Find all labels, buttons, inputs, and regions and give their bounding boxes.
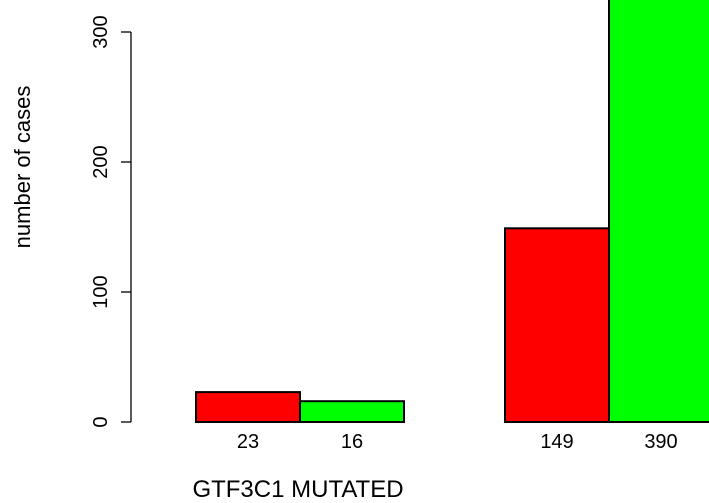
- y-tick-label: 300: [90, 15, 112, 48]
- x-axis-title: GTF3C1 MUTATED: [192, 476, 403, 503]
- bar-value-label: 23: [237, 431, 259, 453]
- y-axis: 0 100 200 300: [90, 15, 132, 428]
- bar: [195, 391, 301, 424]
- bar: [299, 400, 405, 424]
- bar-value-label: 149: [540, 431, 573, 453]
- bar: [504, 227, 610, 423]
- bars: [195, 0, 709, 424]
- y-tick-label: 0: [90, 416, 112, 427]
- y-axis-title: number of cases: [10, 86, 35, 249]
- bar-value-label: 16: [341, 431, 363, 453]
- bar: [608, 0, 709, 423]
- y-tick-label: 100: [90, 275, 112, 308]
- bar-value-label: 390: [644, 431, 677, 453]
- y-tick-label: 200: [90, 145, 112, 178]
- bar-value-labels: 23 16 149 390: [237, 431, 678, 453]
